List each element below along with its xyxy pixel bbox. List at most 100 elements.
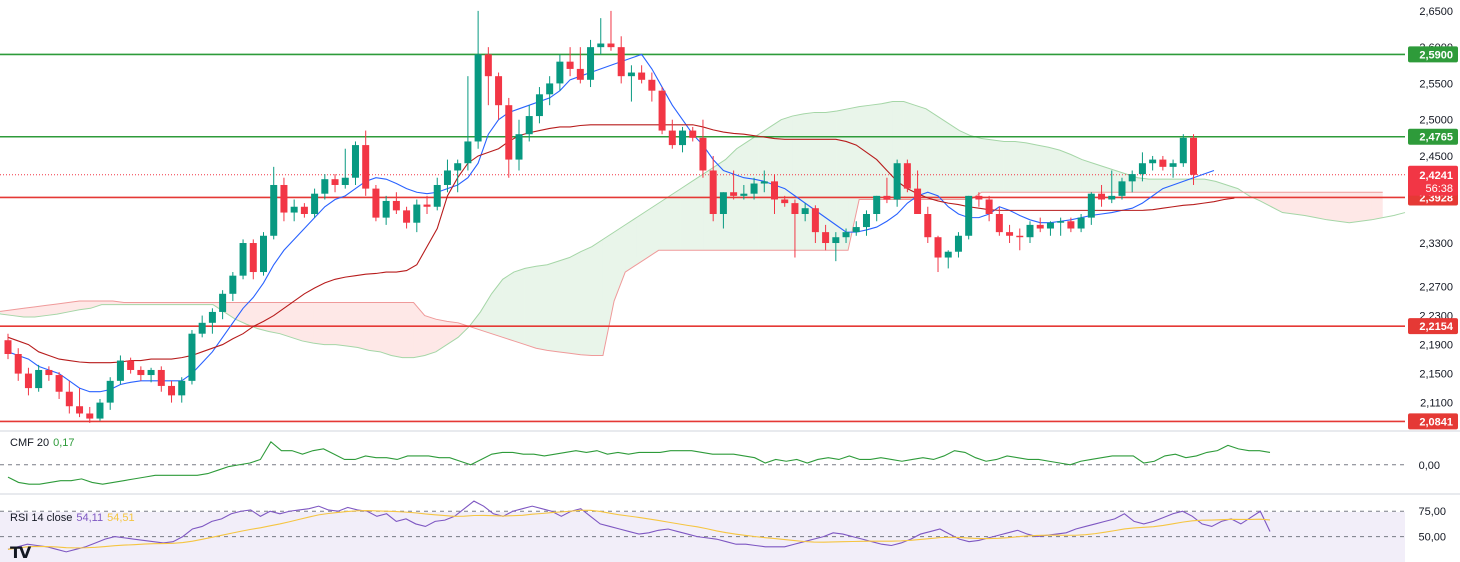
- candle-body: [157, 369, 165, 386]
- candle: [239, 239, 247, 280]
- candle: [219, 290, 227, 320]
- candle-body: [924, 214, 932, 238]
- candle-body: [147, 369, 155, 376]
- candle-body: [546, 83, 554, 95]
- candle-body: [1016, 235, 1024, 238]
- candle-body: [995, 214, 1003, 233]
- candle-body: [1128, 174, 1136, 182]
- cloud-segment: [1148, 179, 1160, 193]
- cloud-segment: [836, 108, 849, 251]
- candle-body: [433, 184, 441, 207]
- cloud-segment: [859, 105, 871, 200]
- cloud-segment: [1070, 154, 1082, 193]
- cloud-segment: [224, 302, 236, 320]
- candle-body: [627, 72, 635, 77]
- cloud-segment: [391, 302, 403, 358]
- cloud-segment: [1249, 192, 1261, 201]
- candlesticks: [4, 10, 1198, 423]
- candle-body: [321, 179, 329, 194]
- cloud-segment: [413, 302, 425, 358]
- candle-body: [168, 385, 176, 396]
- cmf-pane: 0,00: [0, 440, 1440, 485]
- cloud-segment: [34, 305, 46, 318]
- cloud-segment: [302, 302, 314, 344]
- candle-body: [597, 43, 605, 48]
- cmf-value: 0,17: [53, 437, 75, 449]
- last-price-value: 2,4241: [1419, 170, 1453, 182]
- candle: [413, 199, 421, 233]
- cloud-segment: [1293, 192, 1305, 216]
- candle: [934, 235, 942, 273]
- candle-body: [862, 214, 870, 228]
- candle-body: [658, 90, 666, 131]
- candle-body: [566, 61, 574, 69]
- candle-body: [801, 208, 809, 214]
- rsi-value: 54,11: [76, 512, 104, 524]
- rsi-tick-50: 50,00: [1418, 532, 1446, 544]
- candle-body: [362, 145, 370, 189]
- candle-body: [280, 184, 288, 213]
- rsi-tick-75: 75,00: [1418, 506, 1446, 518]
- candle-body: [1138, 163, 1146, 175]
- senkou-span-a-line: [0, 101, 1406, 359]
- rsi-legend: RSI 14 close 54,11 54,51: [10, 512, 135, 524]
- cloud-segment: [101, 301, 113, 305]
- cloud-segment: [1081, 159, 1094, 193]
- candle: [260, 232, 267, 276]
- candle: [811, 205, 819, 244]
- candle: [699, 119, 707, 178]
- cloud-segment: [1015, 141, 1027, 193]
- candle: [45, 366, 53, 381]
- candle-body: [1159, 159, 1167, 167]
- candle-body: [116, 360, 124, 381]
- cloud-segment: [937, 116, 949, 200]
- candle-body: [914, 188, 922, 214]
- cloud-segment: [524, 266, 537, 349]
- cloud-segment: [90, 301, 102, 309]
- candle: [1046, 221, 1054, 236]
- cloud-segment: [870, 103, 882, 200]
- cloud-segment: [1349, 192, 1361, 223]
- candle: [709, 155, 717, 222]
- cloud-segment: [68, 301, 80, 312]
- cloud-segment: [669, 188, 681, 251]
- candle: [1190, 134, 1198, 185]
- candle: [341, 148, 349, 189]
- candle: [1057, 217, 1065, 236]
- candle-body: [1057, 221, 1065, 223]
- cloud-segment: [680, 181, 693, 251]
- price-tick-label: 2,6500: [1419, 6, 1453, 18]
- candle-body: [106, 380, 114, 403]
- candle: [954, 232, 962, 258]
- cloud-segment: [647, 203, 659, 258]
- cloud-segment: [614, 224, 626, 302]
- cloud-segment: [580, 246, 592, 356]
- candle: [842, 228, 850, 244]
- cloud-segment: [926, 108, 938, 200]
- candle: [137, 366, 145, 381]
- candle-body: [842, 232, 850, 238]
- cmf-label: CMF 20: [10, 437, 50, 449]
- price-tick-label: 2,4500: [1419, 151, 1453, 163]
- candle: [607, 10, 615, 51]
- cloud-segment: [602, 232, 615, 356]
- candle: [965, 195, 973, 240]
- candle-body: [127, 360, 135, 370]
- level-tag-2,5900-text: 2,5900: [1419, 49, 1453, 61]
- candle-body: [137, 369, 145, 376]
- candle: [638, 65, 646, 84]
- cloud-segment: [45, 303, 58, 316]
- candle: [4, 333, 12, 360]
- candle: [648, 72, 656, 102]
- candle: [995, 206, 1003, 236]
- candle: [791, 199, 799, 258]
- candle-body: [270, 184, 278, 236]
- candle: [914, 170, 922, 214]
- candle: [1098, 184, 1106, 207]
- candle-body: [24, 373, 32, 389]
- candle: [1036, 217, 1044, 233]
- cloud-segment: [1171, 179, 1183, 193]
- candle-body: [791, 203, 799, 214]
- cloud-segment: [112, 301, 124, 305]
